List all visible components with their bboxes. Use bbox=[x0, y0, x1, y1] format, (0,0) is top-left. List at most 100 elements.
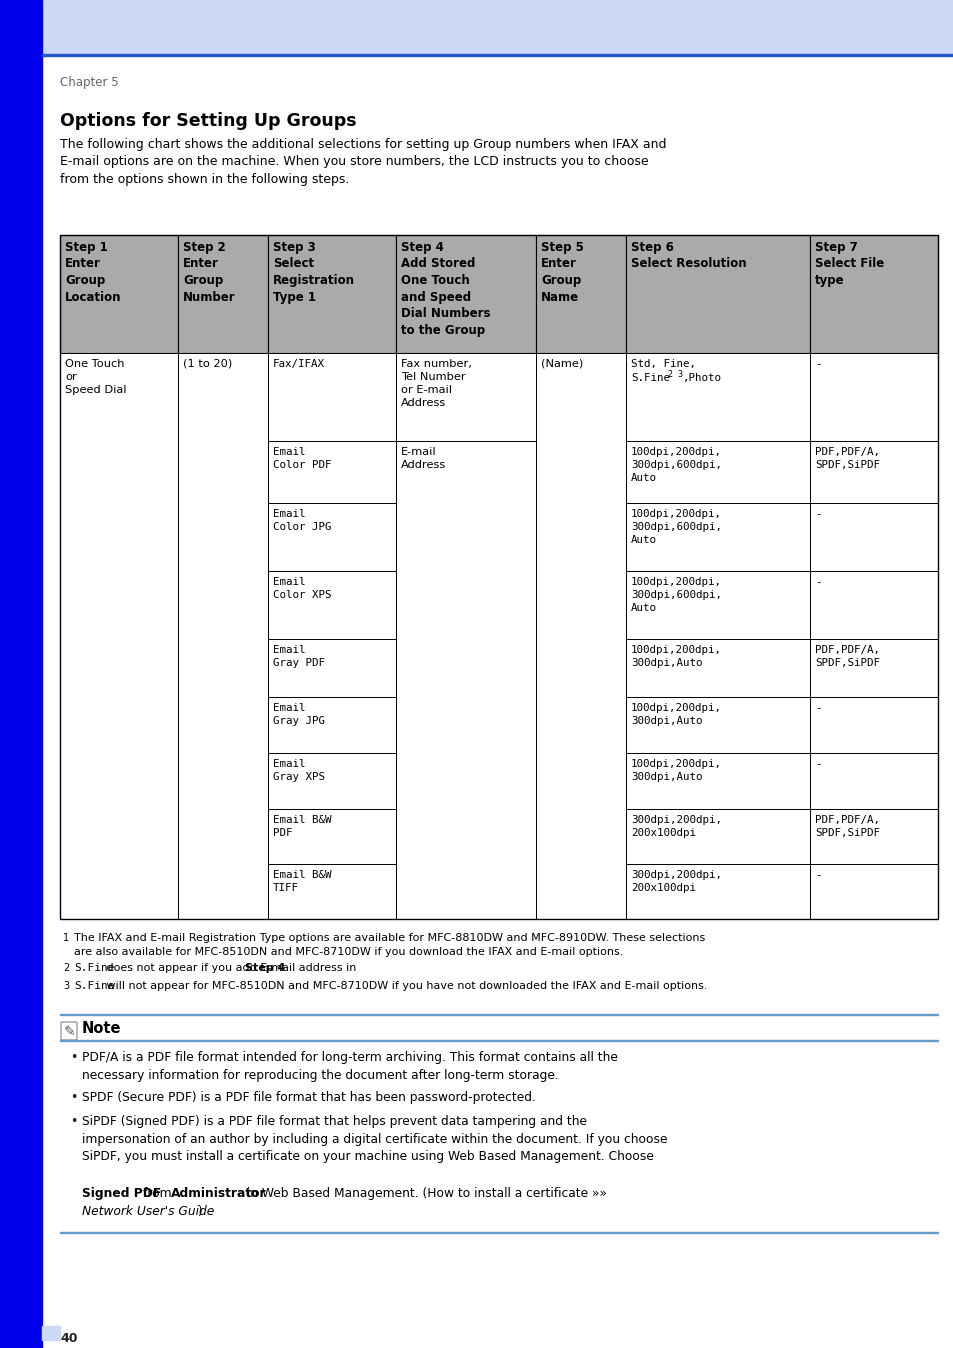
Bar bbox=[625, 572, 809, 639]
Bar bbox=[809, 235, 937, 353]
Bar bbox=[268, 754, 395, 809]
Bar bbox=[395, 353, 536, 441]
Bar bbox=[60, 353, 178, 919]
Text: Step 7: Step 7 bbox=[815, 241, 857, 253]
Text: 300dpi,200dpi,
200x100dpi: 300dpi,200dpi, 200x100dpi bbox=[630, 816, 721, 838]
Text: Step 2: Step 2 bbox=[183, 241, 226, 253]
Text: Enter
Group
Number: Enter Group Number bbox=[183, 257, 235, 303]
Text: -: - bbox=[815, 759, 821, 768]
Text: S.Fine: S.Fine bbox=[74, 962, 114, 973]
Text: Step 6: Step 6 bbox=[630, 241, 673, 253]
Text: in Web Based Management. (How to install a certificate »»: in Web Based Management. (How to install… bbox=[243, 1188, 606, 1217]
Text: ): ) bbox=[196, 1205, 201, 1219]
Text: 2 3: 2 3 bbox=[667, 369, 682, 379]
Bar bbox=[268, 503, 395, 572]
Text: ,Photo: ,Photo bbox=[682, 373, 721, 383]
Text: Enter
Group
Location: Enter Group Location bbox=[65, 257, 121, 303]
Bar bbox=[625, 503, 809, 572]
Bar bbox=[268, 639, 395, 697]
Text: The IFAX and E-mail Registration Type options are available for MFC-8810DW and M: The IFAX and E-mail Registration Type op… bbox=[74, 933, 704, 957]
Bar bbox=[625, 441, 809, 503]
Bar bbox=[60, 1014, 937, 1015]
Text: S.Fine: S.Fine bbox=[74, 981, 114, 991]
Text: Chapter 5: Chapter 5 bbox=[60, 75, 118, 89]
Text: 100dpi,200dpi,
300dpi,Auto: 100dpi,200dpi, 300dpi,Auto bbox=[630, 704, 721, 727]
Text: Add Stored
One Touch
and Speed
Dial Numbers
to the Group: Add Stored One Touch and Speed Dial Numb… bbox=[400, 257, 490, 337]
Bar bbox=[625, 697, 809, 754]
Bar bbox=[395, 441, 536, 919]
Text: 300dpi,200dpi,
200x100dpi: 300dpi,200dpi, 200x100dpi bbox=[630, 869, 721, 892]
Text: 1: 1 bbox=[63, 933, 69, 944]
Text: .: . bbox=[278, 962, 282, 973]
Text: Fax/IFAX: Fax/IFAX bbox=[273, 359, 325, 369]
Text: Select
Registration
Type 1: Select Registration Type 1 bbox=[273, 257, 355, 303]
Bar bbox=[625, 864, 809, 919]
Text: -: - bbox=[815, 704, 821, 713]
Text: will not appear for MFC-8510DN and MFC-8710DW if you have not downloaded the IFA: will not appear for MFC-8510DN and MFC-8… bbox=[103, 981, 707, 991]
Bar bbox=[268, 353, 395, 441]
Text: 3: 3 bbox=[63, 981, 69, 991]
Bar bbox=[42, 1326, 60, 1340]
Text: Step 4: Step 4 bbox=[400, 241, 443, 253]
Text: Note: Note bbox=[82, 1020, 121, 1037]
Bar bbox=[809, 697, 937, 754]
Text: Select Resolution: Select Resolution bbox=[630, 257, 745, 270]
Text: -: - bbox=[815, 577, 821, 586]
Bar bbox=[268, 809, 395, 864]
Text: does not appear if you add E-mail address in: does not appear if you add E-mail addres… bbox=[103, 962, 359, 973]
Text: SPDF (Secure PDF) is a PDF file format that has been password-protected.: SPDF (Secure PDF) is a PDF file format t… bbox=[82, 1091, 536, 1104]
Text: •: • bbox=[70, 1091, 77, 1104]
Text: Signed PDF: Signed PDF bbox=[82, 1188, 161, 1200]
Bar bbox=[268, 864, 395, 919]
Bar bbox=[809, 353, 937, 441]
Bar bbox=[60, 1039, 937, 1041]
Bar bbox=[60, 235, 178, 353]
Bar bbox=[60, 1232, 937, 1233]
Bar bbox=[809, 809, 937, 864]
Text: 100dpi,200dpi,
300dpi,600dpi,
Auto: 100dpi,200dpi, 300dpi,600dpi, Auto bbox=[630, 577, 721, 613]
Text: PDF,PDF/A,
SPDF,SiPDF: PDF,PDF/A, SPDF,SiPDF bbox=[815, 448, 880, 470]
Text: SiPDF (Signed PDF) is a PDF file format that helps prevent data tampering and th: SiPDF (Signed PDF) is a PDF file format … bbox=[82, 1115, 667, 1181]
Bar bbox=[0, 0, 42, 1348]
Text: Enter
Group
Name: Enter Group Name bbox=[540, 257, 580, 303]
Bar bbox=[809, 639, 937, 697]
Text: ✎: ✎ bbox=[64, 1024, 75, 1039]
Text: Email
Gray XPS: Email Gray XPS bbox=[273, 759, 325, 782]
Text: -: - bbox=[815, 510, 821, 519]
Text: Step 5: Step 5 bbox=[540, 241, 583, 253]
Bar bbox=[268, 441, 395, 503]
Bar bbox=[0, 0, 953, 55]
Bar bbox=[536, 353, 625, 919]
Bar bbox=[268, 235, 395, 353]
Text: Email B&W
TIFF: Email B&W TIFF bbox=[273, 869, 332, 892]
Text: 100dpi,200dpi,
300dpi,Auto: 100dpi,200dpi, 300dpi,Auto bbox=[630, 759, 721, 782]
Text: Step 4: Step 4 bbox=[245, 962, 285, 973]
Bar bbox=[625, 809, 809, 864]
Bar bbox=[395, 235, 536, 353]
Bar bbox=[809, 503, 937, 572]
Text: Select File
type: Select File type bbox=[815, 257, 883, 287]
Text: Email B&W
PDF: Email B&W PDF bbox=[273, 816, 332, 838]
Text: Network User's Guide: Network User's Guide bbox=[82, 1205, 214, 1219]
Text: Step 3: Step 3 bbox=[273, 241, 315, 253]
Bar bbox=[60, 235, 937, 919]
Text: S.Fine: S.Fine bbox=[630, 373, 669, 383]
Text: 100dpi,200dpi,
300dpi,600dpi,
Auto: 100dpi,200dpi, 300dpi,600dpi, Auto bbox=[630, 448, 721, 483]
Bar bbox=[625, 754, 809, 809]
Text: -: - bbox=[815, 869, 821, 880]
Text: Step 1: Step 1 bbox=[65, 241, 108, 253]
Text: (Name): (Name) bbox=[540, 359, 582, 369]
Text: 2: 2 bbox=[63, 962, 70, 973]
Bar bbox=[625, 639, 809, 697]
Text: from: from bbox=[139, 1188, 175, 1200]
Text: (1 to 20): (1 to 20) bbox=[183, 359, 233, 369]
Text: Fax number,
Tel Number
or E-mail
Address: Fax number, Tel Number or E-mail Address bbox=[400, 359, 471, 408]
Bar bbox=[809, 572, 937, 639]
Text: Email
Gray PDF: Email Gray PDF bbox=[273, 644, 325, 669]
Text: •: • bbox=[70, 1051, 77, 1064]
Text: The following chart shows the additional selections for setting up Group numbers: The following chart shows the additional… bbox=[60, 137, 666, 186]
FancyBboxPatch shape bbox=[61, 1022, 77, 1041]
Bar bbox=[809, 864, 937, 919]
Text: E-mail
Address: E-mail Address bbox=[400, 448, 446, 470]
Bar bbox=[42, 54, 953, 57]
